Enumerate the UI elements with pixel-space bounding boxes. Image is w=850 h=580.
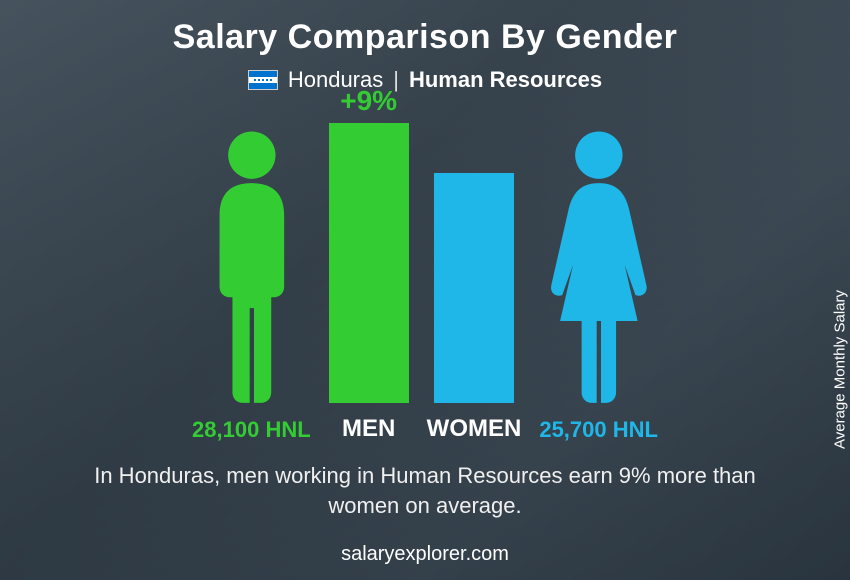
female-icon <box>545 125 653 405</box>
footer-attribution: salaryexplorer.com <box>0 543 850 566</box>
men-bar-label: MEN <box>342 415 395 443</box>
y-axis-label: Average Monthly Salary <box>832 290 849 449</box>
female-column: 25,700 HNL <box>539 125 658 443</box>
infographic-root: Salary Comparison By Gender Honduras | H… <box>0 0 850 580</box>
male-icon <box>198 125 306 405</box>
difference-label: +9% <box>340 85 397 117</box>
page-title: Salary Comparison By Gender <box>173 18 678 57</box>
women-bar-column: WOMEN <box>427 173 522 443</box>
male-column: 28,100 HNL <box>192 125 311 443</box>
men-bar-column: +9% MEN <box>329 85 409 443</box>
comparison-chart: 28,100 HNL +9% MEN WOMEN 25,700 HNL <box>192 113 658 443</box>
male-salary: 28,100 HNL <box>192 417 311 443</box>
women-bar-label: WOMEN <box>427 415 522 443</box>
men-bar <box>329 123 409 403</box>
female-salary: 25,700 HNL <box>539 417 658 443</box>
honduras-flag-icon <box>248 70 278 90</box>
sector-label: Human Resources <box>409 67 602 93</box>
women-bar <box>434 173 514 403</box>
subtitle-row: Honduras | Human Resources <box>248 67 602 93</box>
caption-text: In Honduras, men working in Human Resour… <box>65 461 785 520</box>
